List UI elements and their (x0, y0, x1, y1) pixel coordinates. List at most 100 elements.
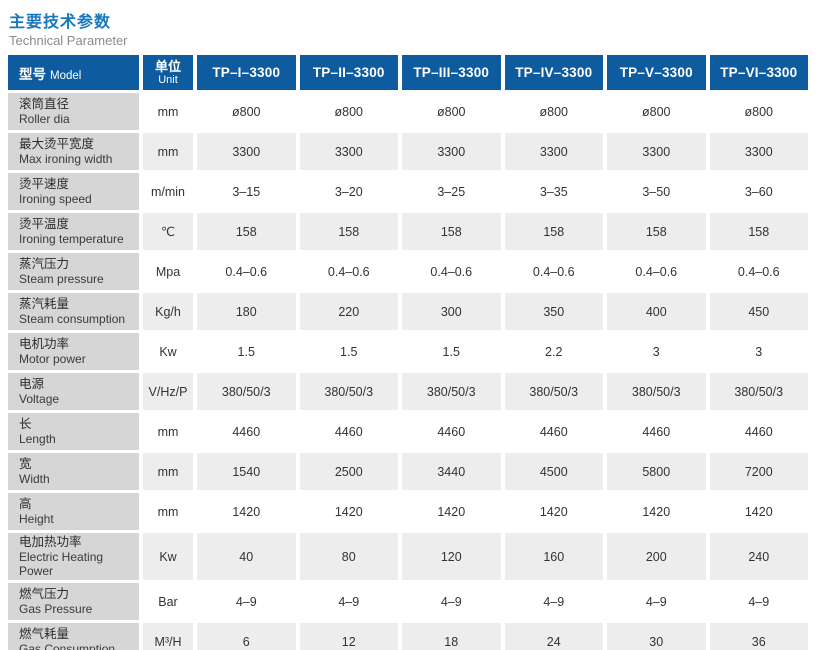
value-cell: 3–50 (607, 173, 710, 213)
value-cell: 6 (197, 623, 300, 650)
value-cell: 380/50/3 (402, 373, 505, 413)
value-cell: 40 (197, 533, 300, 583)
value-cell: 0.4–0.6 (402, 253, 505, 293)
value-cell: 1420 (299, 493, 402, 533)
value-cell: 3 (709, 333, 812, 373)
value-cell: 158 (299, 213, 402, 253)
value-cell: 4–9 (299, 583, 402, 623)
value-cell: 36 (709, 623, 812, 650)
unit-cell: mm (143, 493, 197, 533)
value-cell: 350 (504, 293, 607, 333)
value-cell: 3300 (402, 133, 505, 173)
row-label-en: Roller dia (19, 112, 70, 126)
value-cell: 2.2 (504, 333, 607, 373)
value-cell: 3–15 (197, 173, 300, 213)
header-row: 型号 Model 单位 Unit TP–I–3300 TP–II–3300 TP–II… (8, 55, 812, 93)
value-cell: 120 (402, 533, 505, 583)
value-cell: 0.4–0.6 (197, 253, 300, 293)
value-cell: 1540 (197, 453, 300, 493)
value-cell: ø800 (607, 93, 710, 133)
value-cell: 1420 (402, 493, 505, 533)
value-cell: 3–35 (504, 173, 607, 213)
row-label-zh: 烫平速度 (19, 177, 70, 191)
row-label-cell: 滚筒直径 Roller dia (8, 93, 143, 133)
value-cell: 0.4–0.6 (504, 253, 607, 293)
table-row: 烫平速度 Ironing speed m/min 3–15 3–20 3–25 3–35 3–… (8, 173, 812, 213)
value-cell: 450 (709, 293, 812, 333)
technical-parameter-table: 型号 Model 单位 Unit TP–I–3300 TP–II–3300 TP–II… (8, 55, 812, 650)
value-cell: 4–9 (504, 583, 607, 623)
value-cell: 4500 (504, 453, 607, 493)
value-cell: 7200 (709, 453, 812, 493)
row-label-cell: 高 Height (8, 493, 143, 533)
row-label-cell: 燃气压力 Gas Pressure (8, 583, 143, 623)
unit-header-cell: 单位 Unit (143, 55, 197, 93)
value-cell: 380/50/3 (197, 373, 300, 413)
value-cell: 3 (607, 333, 710, 373)
value-cell: 2500 (299, 453, 402, 493)
model-header-cell-4: TP–IV–3300 (504, 55, 607, 93)
value-cell: 1420 (197, 493, 300, 533)
row-label-zh: 燃气压力 (19, 587, 70, 601)
value-cell: 3300 (504, 133, 607, 173)
row-label-en: Gas Pressure (19, 602, 93, 616)
table-row: 燃气压力 Gas Pressure Bar 4–9 4–9 4–9 4–9 4–9 4–9 (8, 583, 812, 623)
table-header: 型号 Model 单位 Unit TP–I–3300 TP–II–3300 TP–II… (8, 55, 812, 93)
row-label-cell: 蒸汽压力 Steam pressure (8, 253, 143, 293)
row-label-cell: 蒸汽耗量 Steam consumption (8, 293, 143, 333)
value-cell: 3–60 (709, 173, 812, 213)
value-cell: ø800 (402, 93, 505, 133)
unit-header-en: Unit (158, 74, 178, 86)
value-cell: 380/50/3 (709, 373, 812, 413)
value-cell: 180 (197, 293, 300, 333)
value-cell: 18 (402, 623, 505, 650)
row-label-zh: 最大烫平宽度 (19, 137, 95, 151)
row-label-cell: 长 Length (8, 413, 143, 453)
value-cell: 3300 (709, 133, 812, 173)
value-cell: 200 (607, 533, 710, 583)
row-label-zh: 燃气耗量 (19, 627, 70, 641)
value-cell: 0.4–0.6 (607, 253, 710, 293)
table-row: 宽 Width mm 1540 2500 3440 4500 5800 7200 (8, 453, 812, 493)
unit-cell: V/Hz/P (143, 373, 197, 413)
table-row: 烫平温度 Ironing temperature ℃ 158 158 158 158 158 1… (8, 213, 812, 253)
value-cell: 4–9 (197, 583, 300, 623)
value-cell: 3300 (197, 133, 300, 173)
value-cell: 4–9 (402, 583, 505, 623)
value-cell: ø800 (709, 93, 812, 133)
table-row: 电机功率 Motor power Kw 1.5 1.5 1.5 2.2 3 3 (8, 333, 812, 373)
row-label-cell: 燃气耗量 Gas Consumption (8, 623, 143, 650)
row-label-en: Width (19, 472, 50, 486)
page-title-zh: 主要技术参数 (9, 14, 112, 31)
value-cell: 1420 (504, 493, 607, 533)
row-label-zh: 烫平温度 (19, 217, 70, 231)
row-label-zh: 宽 (19, 457, 32, 471)
row-label-en: Electric Heating Power (19, 550, 104, 578)
value-cell: 380/50/3 (607, 373, 710, 413)
row-label-en: Ironing temperature (19, 232, 124, 246)
row-label-cell: 烫平速度 Ironing speed (8, 173, 143, 213)
value-cell: 220 (299, 293, 402, 333)
value-cell: 1420 (709, 493, 812, 533)
value-cell: 0.4–0.6 (299, 253, 402, 293)
table-row: 电加热功率 Electric Heating Power Kw 40 80 120 160 2… (8, 533, 812, 583)
row-label-en: Height (19, 512, 54, 526)
value-cell: 158 (607, 213, 710, 253)
value-cell: 400 (607, 293, 710, 333)
model-header-cell-6: TP–VI–3300 (709, 55, 812, 93)
row-label-cell: 电加热功率 Electric Heating Power (8, 533, 143, 583)
row-label-cell: 宽 Width (8, 453, 143, 493)
table-row: 燃气耗量 Gas Consumption M³/H 6 12 18 24 30 36 (8, 623, 812, 650)
unit-cell: mm (143, 413, 197, 453)
table-row: 电源 Voltage V/Hz/P 380/50/3 380/50/3 380/50/3 3… (8, 373, 812, 413)
value-cell: ø800 (299, 93, 402, 133)
unit-cell: m/min (143, 173, 197, 213)
value-cell: 1.5 (197, 333, 300, 373)
page-title-en: Technical Parameter (9, 33, 128, 48)
value-cell: 158 (709, 213, 812, 253)
model-header-zh: 型号 (19, 66, 46, 82)
row-label-cell: 电机功率 Motor power (8, 333, 143, 373)
row-label-cell: 最大烫平宽度 Max ironing width (8, 133, 143, 173)
row-label-en: Motor power (19, 352, 86, 366)
